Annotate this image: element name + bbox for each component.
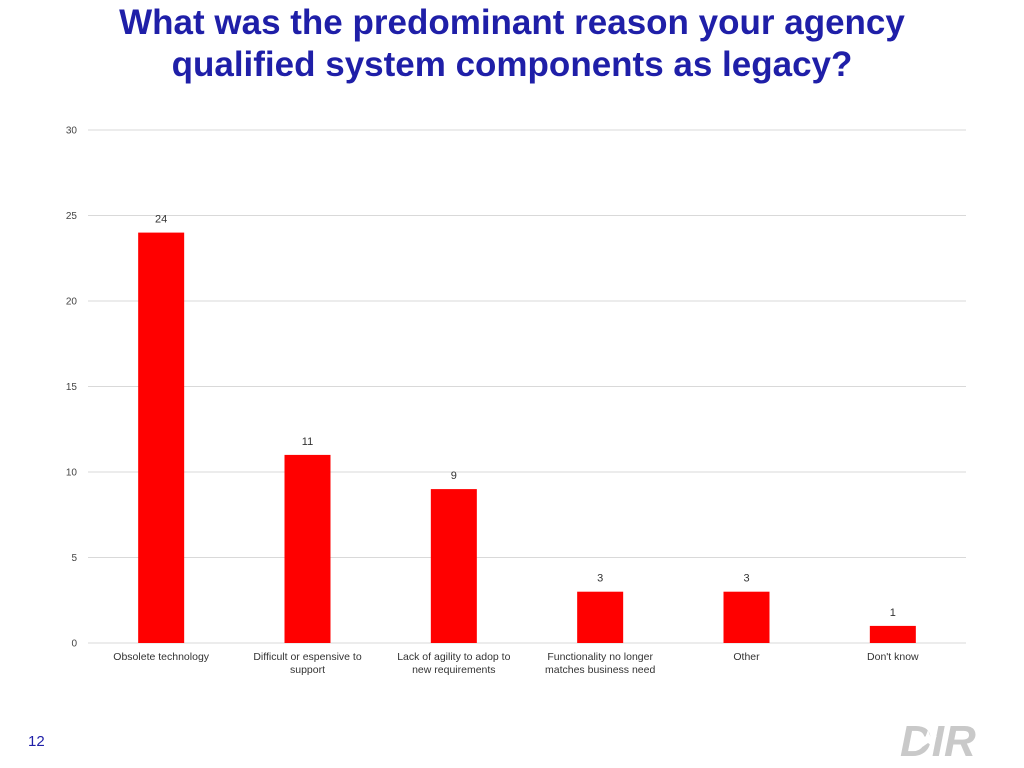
gridlines <box>88 129 966 644</box>
y-tick-label: 0 <box>71 639 77 650</box>
slide-title-line-2: qualified system components as legacy? <box>171 45 853 84</box>
bar <box>284 454 331 643</box>
x-category-label: Other <box>733 651 760 663</box>
data-label: 3 <box>597 573 603 585</box>
y-tick-label: 10 <box>66 468 78 479</box>
y-tick-label: 5 <box>71 553 77 564</box>
slide-title-line-1: What was the predominant reason your age… <box>119 3 905 42</box>
data-label: 1 <box>890 607 896 619</box>
data-label: 3 <box>743 573 749 585</box>
data-label: 24 <box>155 214 167 226</box>
bars <box>138 232 916 643</box>
x-category-label: Don't know <box>867 651 919 663</box>
x-category-label: Obsolete technology <box>113 651 209 663</box>
y-axis-ticks: 0 5 10 15 20 25 30 <box>66 126 78 650</box>
y-tick-label: 25 <box>66 211 78 222</box>
x-category-label: Functionality no longer <box>547 651 653 663</box>
page-number: 12 <box>28 733 45 750</box>
x-category-label: new requirements <box>412 664 495 676</box>
dir-logo-text: DIR <box>900 717 976 762</box>
data-label: 9 <box>451 470 457 482</box>
bar <box>138 232 185 643</box>
x-category-label: matches business need <box>545 664 655 676</box>
slide-title: What was the predominant reason your age… <box>40 2 984 86</box>
y-tick-label: 15 <box>66 382 78 393</box>
bar <box>577 591 624 643</box>
y-tick-label: 30 <box>66 126 78 137</box>
x-category-label: Difficult or espensive to <box>253 651 362 663</box>
bar <box>430 489 477 643</box>
x-category-label: support <box>290 664 325 676</box>
data-label: 11 <box>302 436 313 448</box>
texas-star-icon <box>919 730 937 747</box>
x-axis-categories: Obsolete technology Difficult or espensiv… <box>113 651 919 676</box>
dir-logo: DIR <box>900 717 976 762</box>
bar <box>869 625 916 643</box>
y-tick-label: 20 <box>66 297 78 308</box>
x-category-label: Lack of agility to adop to <box>397 651 510 663</box>
data-labels: 24 11 9 3 3 1 <box>155 214 896 619</box>
bar <box>723 591 770 643</box>
